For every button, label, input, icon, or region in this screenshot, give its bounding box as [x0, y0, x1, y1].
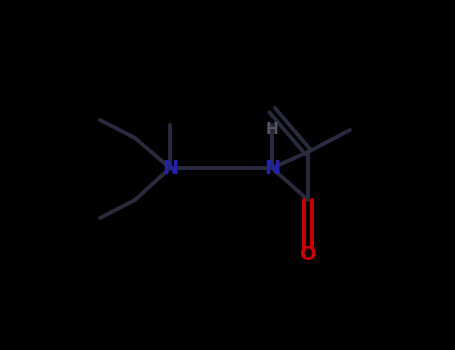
Text: O: O [300, 245, 316, 264]
Text: H: H [266, 122, 278, 138]
Text: N: N [264, 159, 280, 177]
Text: N: N [162, 159, 178, 177]
